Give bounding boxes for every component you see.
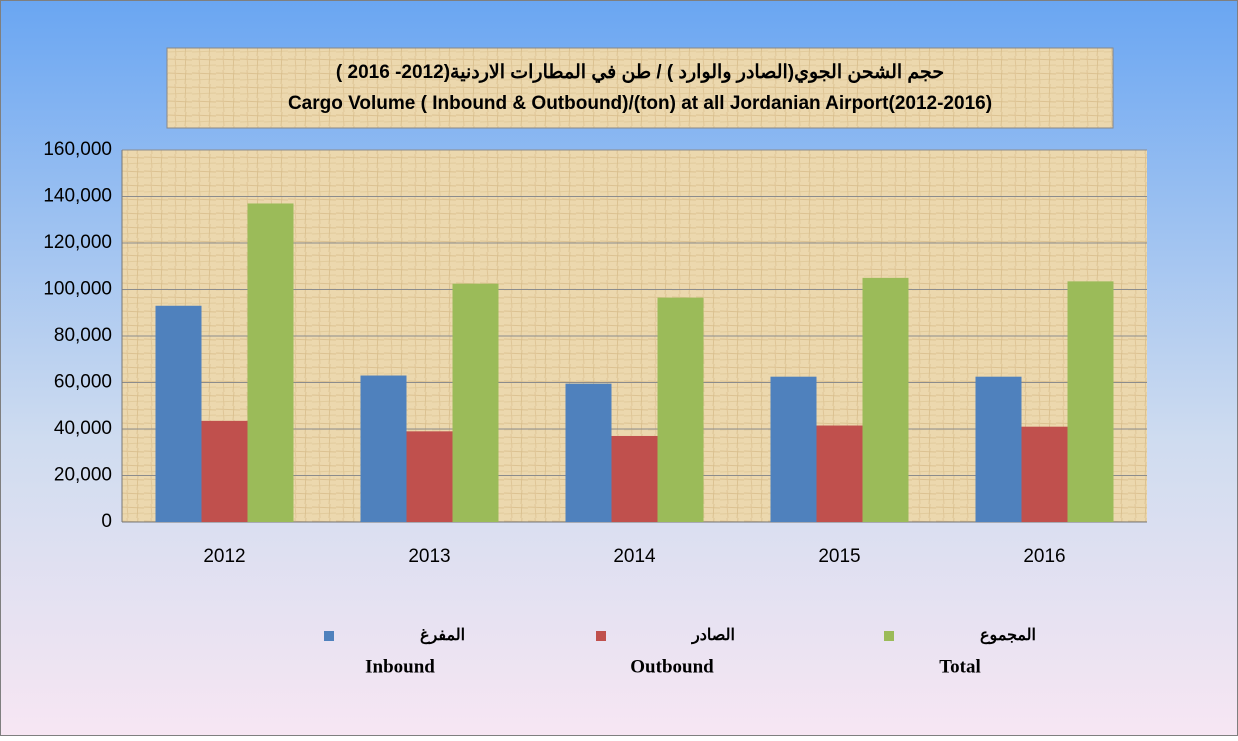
x-tick-label: 2013	[408, 546, 450, 567]
bar	[1067, 281, 1114, 522]
bar	[406, 431, 453, 522]
x-tick-label: 2014	[613, 546, 656, 567]
x-tick-label: 2012	[203, 546, 245, 567]
bar	[201, 420, 248, 522]
bar	[611, 435, 658, 522]
x-tick-label: 2015	[818, 546, 860, 567]
y-tick-label: 20,000	[54, 465, 112, 486]
bar	[565, 383, 612, 522]
y-tick-label: 140,000	[43, 186, 112, 207]
y-tick-label: 160,000	[43, 139, 112, 160]
chart-title: حجم الشحن الجوي(الصادر والوارد ) / طن في…	[336, 62, 944, 84]
chart-subtitle: Cargo Volume ( Inbound & Outbound)/(ton)…	[288, 93, 992, 114]
y-tick-label: 40,000	[54, 418, 112, 439]
title-box	[166, 47, 1114, 129]
legend-marker	[884, 631, 894, 641]
y-tick-label: 100,000	[43, 279, 112, 300]
legend-label-en: Outbound	[630, 656, 714, 677]
x-tick-label: 2016	[1023, 546, 1065, 567]
bar	[816, 425, 863, 522]
bar	[1021, 426, 1068, 522]
bar	[452, 283, 499, 522]
bar	[657, 297, 704, 522]
bar	[360, 375, 407, 522]
y-tick-label: 60,000	[54, 372, 112, 393]
legend-label: المجموع	[980, 627, 1036, 645]
bar	[862, 277, 909, 522]
bar	[247, 203, 294, 522]
y-tick-label: 80,000	[54, 325, 112, 346]
bar	[155, 305, 202, 522]
y-tick-label: 0	[101, 511, 112, 532]
legend-label: المفرغ	[420, 627, 465, 645]
legend-marker	[324, 631, 334, 641]
legend-label-en: Inbound	[365, 656, 435, 677]
legend-label: الصادر	[691, 627, 735, 645]
bar	[975, 376, 1022, 522]
y-tick-label: 120,000	[43, 232, 112, 253]
legend-marker	[596, 631, 606, 641]
bar	[770, 376, 817, 522]
legend-label-en: Total	[939, 656, 981, 677]
